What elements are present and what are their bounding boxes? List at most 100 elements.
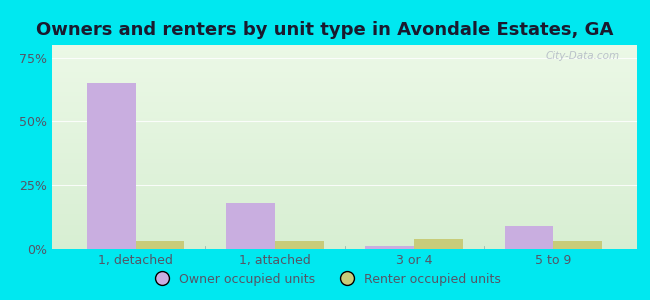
Bar	[52, 173, 637, 175]
Bar	[52, 247, 637, 249]
Bar	[52, 220, 637, 223]
Bar	[52, 51, 637, 53]
Bar	[52, 182, 637, 184]
Bar	[52, 149, 637, 151]
Bar	[52, 243, 637, 245]
Bar	[52, 239, 637, 241]
Bar	[52, 70, 637, 71]
Bar	[52, 200, 637, 202]
Bar	[52, 114, 637, 116]
Bar	[52, 49, 637, 51]
Bar	[52, 245, 637, 247]
Bar	[52, 76, 637, 78]
Bar	[52, 104, 637, 106]
Bar	[136, 241, 185, 249]
Bar	[52, 237, 637, 239]
Legend: Owner occupied units, Renter occupied units: Owner occupied units, Renter occupied un…	[144, 268, 506, 291]
Bar	[553, 241, 602, 249]
Bar	[52, 190, 637, 192]
Bar	[52, 141, 637, 143]
Bar	[52, 178, 637, 180]
Bar	[52, 180, 637, 182]
Bar	[52, 194, 637, 196]
Bar	[52, 184, 637, 186]
Bar	[52, 176, 637, 178]
Bar	[52, 94, 637, 96]
Bar	[52, 84, 637, 86]
Bar	[52, 80, 637, 82]
Bar	[52, 151, 637, 153]
Bar	[52, 147, 637, 149]
Bar	[52, 118, 637, 121]
Bar	[52, 71, 637, 74]
Bar	[275, 241, 324, 249]
Bar	[52, 223, 637, 224]
Bar	[52, 102, 637, 104]
Bar	[52, 92, 637, 94]
Bar	[52, 208, 637, 210]
Bar	[52, 216, 637, 218]
Bar	[52, 233, 637, 235]
Bar	[52, 63, 637, 65]
Bar	[52, 153, 637, 155]
Bar	[52, 204, 637, 206]
Bar	[52, 137, 637, 139]
Bar	[226, 203, 275, 249]
Bar	[52, 78, 637, 80]
Bar	[52, 202, 637, 204]
Bar	[414, 239, 463, 249]
Bar	[52, 65, 637, 68]
Bar	[52, 55, 637, 57]
Bar	[52, 139, 637, 141]
Bar	[52, 86, 637, 88]
Bar	[52, 169, 637, 172]
Bar	[52, 159, 637, 161]
Bar	[52, 188, 637, 190]
Bar	[504, 226, 553, 249]
Bar	[52, 192, 637, 194]
Bar	[52, 127, 637, 129]
Bar	[52, 59, 637, 61]
Bar	[52, 165, 637, 167]
Bar	[52, 241, 637, 243]
Bar	[52, 210, 637, 212]
Bar	[52, 133, 637, 135]
Bar	[52, 108, 637, 110]
Bar	[52, 186, 637, 188]
Bar	[52, 53, 637, 55]
Bar	[52, 68, 637, 70]
Bar	[52, 100, 637, 102]
Bar	[52, 145, 637, 147]
Bar	[52, 196, 637, 198]
Bar	[52, 131, 637, 133]
Bar	[52, 157, 637, 159]
Bar	[52, 98, 637, 100]
Bar	[52, 226, 637, 229]
Bar	[52, 47, 637, 49]
Bar	[52, 90, 637, 92]
Bar	[365, 246, 414, 249]
Bar	[52, 143, 637, 145]
Text: Owners and renters by unit type in Avondale Estates, GA: Owners and renters by unit type in Avond…	[36, 21, 614, 39]
Bar	[52, 45, 637, 47]
Bar	[52, 155, 637, 157]
Bar	[52, 231, 637, 233]
Bar	[52, 57, 637, 59]
Bar	[52, 218, 637, 220]
Bar	[52, 198, 637, 200]
Bar	[52, 116, 637, 119]
Bar	[52, 124, 637, 127]
Bar	[52, 135, 637, 137]
Bar	[52, 74, 637, 76]
Bar	[52, 214, 637, 216]
Bar	[52, 129, 637, 131]
Bar	[52, 224, 637, 226]
Bar	[52, 212, 637, 214]
Bar	[52, 106, 637, 108]
Bar	[52, 110, 637, 112]
Bar	[52, 112, 637, 114]
Bar	[52, 121, 637, 122]
Text: City-Data.com: City-Data.com	[545, 51, 619, 61]
Bar	[52, 61, 637, 63]
Bar	[52, 88, 637, 90]
